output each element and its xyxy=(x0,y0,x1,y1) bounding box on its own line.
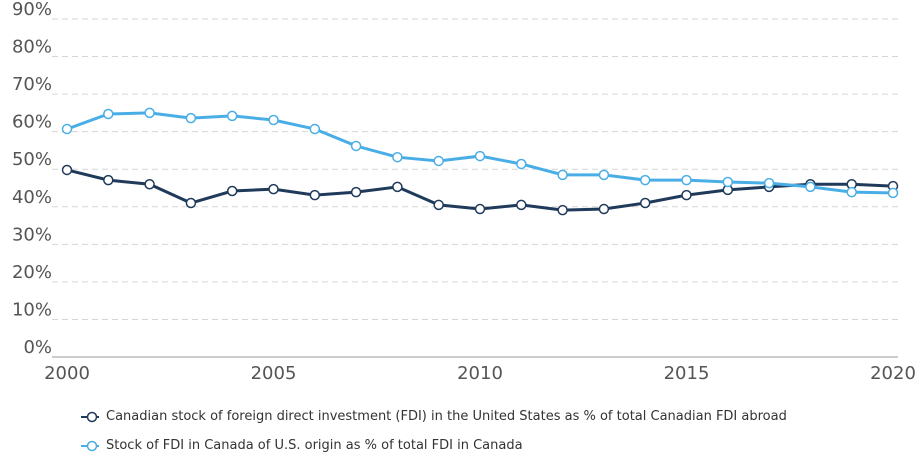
point xyxy=(226,110,238,122)
point xyxy=(474,150,486,162)
point xyxy=(557,204,568,216)
point xyxy=(433,199,444,211)
point xyxy=(639,197,651,209)
point xyxy=(681,189,692,201)
y-tick-label: 10% xyxy=(12,299,52,320)
point xyxy=(763,177,775,189)
legend-dot xyxy=(86,440,98,452)
y-tick-label: 30% xyxy=(12,224,52,245)
point xyxy=(309,123,321,135)
point xyxy=(681,174,692,186)
point xyxy=(392,181,403,193)
point xyxy=(433,155,444,167)
y-tick-label: 40% xyxy=(12,187,52,208)
legend-item: Stock of FDI in Canada of U.S. origin as… xyxy=(80,437,880,454)
point xyxy=(61,123,73,135)
point xyxy=(474,203,486,215)
point xyxy=(392,151,403,163)
y-tick-label: 20% xyxy=(12,262,52,283)
point xyxy=(805,181,816,193)
point xyxy=(309,189,321,201)
x-tick-label: 2005 xyxy=(251,363,297,384)
point xyxy=(557,169,568,181)
point xyxy=(722,176,734,188)
x-tick-label: 2000 xyxy=(44,363,90,384)
point xyxy=(350,140,362,152)
legend-item: Canadian stock of foreign direct investm… xyxy=(80,408,880,425)
point xyxy=(185,112,197,124)
point xyxy=(887,187,899,199)
y-tick-label: 60% xyxy=(12,112,52,133)
point xyxy=(185,197,197,209)
point xyxy=(268,114,279,126)
point xyxy=(144,107,155,119)
y-tick-label: 70% xyxy=(12,74,52,95)
legend-marker xyxy=(81,440,99,452)
y-tick-label: 50% xyxy=(12,149,52,170)
legend-label: Canadian stock of foreign direct investm… xyxy=(106,409,787,424)
point xyxy=(598,203,610,215)
legend-label: Stock of FDI in Canada of U.S. origin as… xyxy=(106,438,523,453)
x-tick-label: 2015 xyxy=(664,363,710,384)
y-tick-label: 90% xyxy=(12,0,52,20)
legend: Canadian stock of foreign direct investm… xyxy=(80,408,880,466)
point xyxy=(846,186,857,198)
point xyxy=(144,178,155,190)
legend-dot xyxy=(86,411,98,423)
point xyxy=(639,174,651,186)
point xyxy=(516,158,527,170)
point xyxy=(61,164,73,176)
point xyxy=(350,186,362,198)
y-tick-label: 0% xyxy=(23,337,52,358)
point xyxy=(598,169,610,181)
point xyxy=(268,183,279,195)
point xyxy=(226,185,238,197)
point xyxy=(103,108,114,120)
chart: 0% 10% 20% 30% 40% 50% 60% 70% 80% 90% 2000 2005 201… xyxy=(12,0,916,384)
y-tick-label: 80% xyxy=(12,37,52,58)
x-tick-label: 2010 xyxy=(457,363,503,384)
legend-marker xyxy=(81,411,99,423)
point xyxy=(103,174,114,186)
point xyxy=(516,199,527,211)
x-tick-label: 2020 xyxy=(870,363,916,384)
